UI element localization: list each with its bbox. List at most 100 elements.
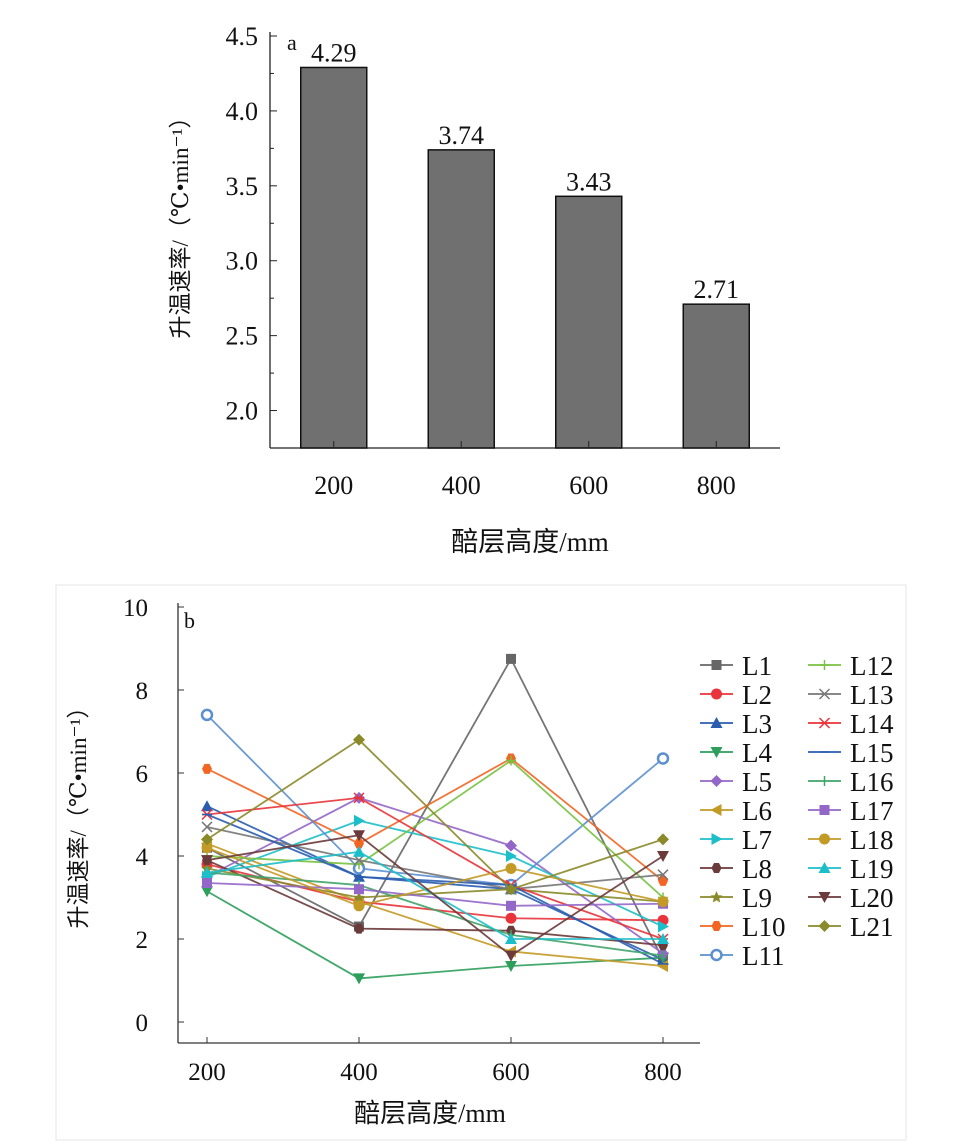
point-L20-600 bbox=[505, 950, 517, 962]
y-tick-label: 6 bbox=[136, 761, 149, 788]
panel-label: a bbox=[287, 30, 297, 55]
legend-label: L14 bbox=[850, 709, 894, 739]
point-L19-600 bbox=[505, 933, 517, 944]
legend-label: L3 bbox=[742, 709, 772, 739]
legend-item-L18: L18 bbox=[808, 825, 894, 855]
legend-item-L8: L8 bbox=[700, 854, 772, 884]
legend-item-L15: L15 bbox=[808, 738, 894, 768]
point-L17-600 bbox=[506, 900, 516, 911]
legend-item-L20: L20 bbox=[808, 883, 894, 913]
series-line-L8 bbox=[206, 859, 664, 947]
point-L10-800 bbox=[658, 875, 668, 886]
y-tick-label: 4.5 bbox=[226, 22, 259, 51]
series-L1 bbox=[202, 653, 668, 965]
point-L18-200 bbox=[201, 842, 213, 854]
panel-label: b bbox=[184, 608, 195, 633]
point-L17-400 bbox=[354, 884, 364, 895]
point-L12-600 bbox=[506, 755, 516, 766]
x-tick-label: 200 bbox=[188, 1059, 226, 1086]
legend-marker bbox=[711, 833, 723, 845]
point-L10-200 bbox=[202, 763, 212, 774]
legend-item-L1: L1 bbox=[700, 651, 772, 681]
legend-label: L6 bbox=[742, 796, 772, 826]
x-axis-label: 醅层高度/mm bbox=[451, 527, 609, 557]
legend-label: L8 bbox=[742, 854, 772, 884]
series-L4 bbox=[201, 886, 669, 985]
chart-b: 0 2 4 6 8 10 200 400 600 800 b 醅层高度/mm 升温速率/（℃•min⁻¹… bbox=[66, 595, 894, 1128]
legend-label: L19 bbox=[850, 854, 894, 884]
point-L19-400 bbox=[353, 845, 365, 857]
series-line-L4 bbox=[206, 890, 664, 980]
legend-marker bbox=[710, 775, 723, 787]
legend-label: L13 bbox=[850, 680, 894, 710]
legend-marker bbox=[819, 833, 830, 845]
legend-label: L12 bbox=[850, 651, 894, 681]
legend-marker bbox=[711, 863, 722, 873]
legend-label: L21 bbox=[850, 912, 894, 942]
point-L7-600 bbox=[506, 850, 517, 862]
legend-item-L12: L12 bbox=[808, 651, 894, 681]
series-L3 bbox=[201, 800, 669, 965]
legend-item-L4: L4 bbox=[700, 738, 772, 768]
point-L6-800 bbox=[657, 959, 668, 972]
point-L4-400 bbox=[353, 973, 365, 985]
y-tick-label: 4 bbox=[136, 844, 149, 871]
legend-marker bbox=[819, 660, 830, 670]
legend-marker bbox=[818, 688, 831, 700]
series-line-L12 bbox=[206, 759, 664, 899]
legend-item-L2: L2 bbox=[700, 680, 772, 710]
x-tick-label: 400 bbox=[340, 1059, 378, 1086]
bar-400 bbox=[427, 149, 495, 449]
legend-label: L10 bbox=[742, 912, 786, 942]
point-L7-400 bbox=[354, 814, 365, 827]
legend-item-L17: L17 bbox=[808, 796, 894, 826]
series-line-L9 bbox=[206, 867, 664, 903]
point-L19-800 bbox=[657, 933, 669, 944]
data-label: 4.29 bbox=[311, 38, 357, 67]
point-L10-400 bbox=[354, 838, 364, 849]
legend-item-L7: L7 bbox=[700, 825, 772, 855]
legend-item-L14: L14 bbox=[808, 709, 894, 739]
point-L1-600 bbox=[506, 653, 516, 664]
point-L18-600 bbox=[505, 862, 517, 874]
point-L18-400 bbox=[353, 900, 365, 912]
y-tick-label: 3.0 bbox=[226, 247, 259, 276]
x-tick-label: 600 bbox=[492, 1059, 530, 1086]
point-L21-200 bbox=[201, 833, 213, 846]
point-L17-200 bbox=[202, 877, 212, 888]
point-L20-400 bbox=[353, 830, 365, 842]
y-tick-label: 4.0 bbox=[226, 97, 259, 126]
data-label: 2.71 bbox=[694, 275, 740, 304]
y-tick-label: 2.5 bbox=[226, 322, 259, 351]
legend-label: L20 bbox=[850, 883, 894, 913]
legend-label: L9 bbox=[742, 883, 772, 913]
series-L10 bbox=[202, 753, 668, 886]
legend-marker bbox=[710, 804, 722, 816]
legend-item-L5: L5 bbox=[700, 767, 772, 797]
x-tick-label: 800 bbox=[697, 471, 736, 500]
series-line-L1 bbox=[206, 656, 664, 961]
point-L21-600 bbox=[505, 883, 517, 896]
point-L7-800 bbox=[658, 920, 669, 933]
legend-label: L4 bbox=[742, 738, 772, 768]
series-line-L7 bbox=[206, 819, 664, 928]
legend-marker bbox=[711, 660, 722, 670]
series-line-L2 bbox=[206, 863, 664, 922]
point-L14-400 bbox=[353, 792, 365, 804]
legend-marker bbox=[710, 948, 723, 962]
legend-marker bbox=[818, 862, 831, 873]
x-tick-label: 800 bbox=[644, 1059, 682, 1086]
legend-marker bbox=[710, 747, 723, 758]
series-line-L20 bbox=[206, 834, 664, 957]
y-tick-label: 2 bbox=[136, 927, 149, 954]
y-tick-label: 0 bbox=[136, 1010, 149, 1037]
legend-item-L13: L13 bbox=[808, 680, 894, 710]
legend-label: L11 bbox=[742, 941, 785, 971]
legend-label: L2 bbox=[742, 680, 772, 710]
series-line-L14 bbox=[206, 796, 664, 940]
legend-item-L16: L16 bbox=[808, 767, 894, 797]
series-L21 bbox=[201, 733, 669, 896]
point-L11-800 bbox=[656, 752, 670, 765]
point-L13-200 bbox=[201, 821, 213, 833]
